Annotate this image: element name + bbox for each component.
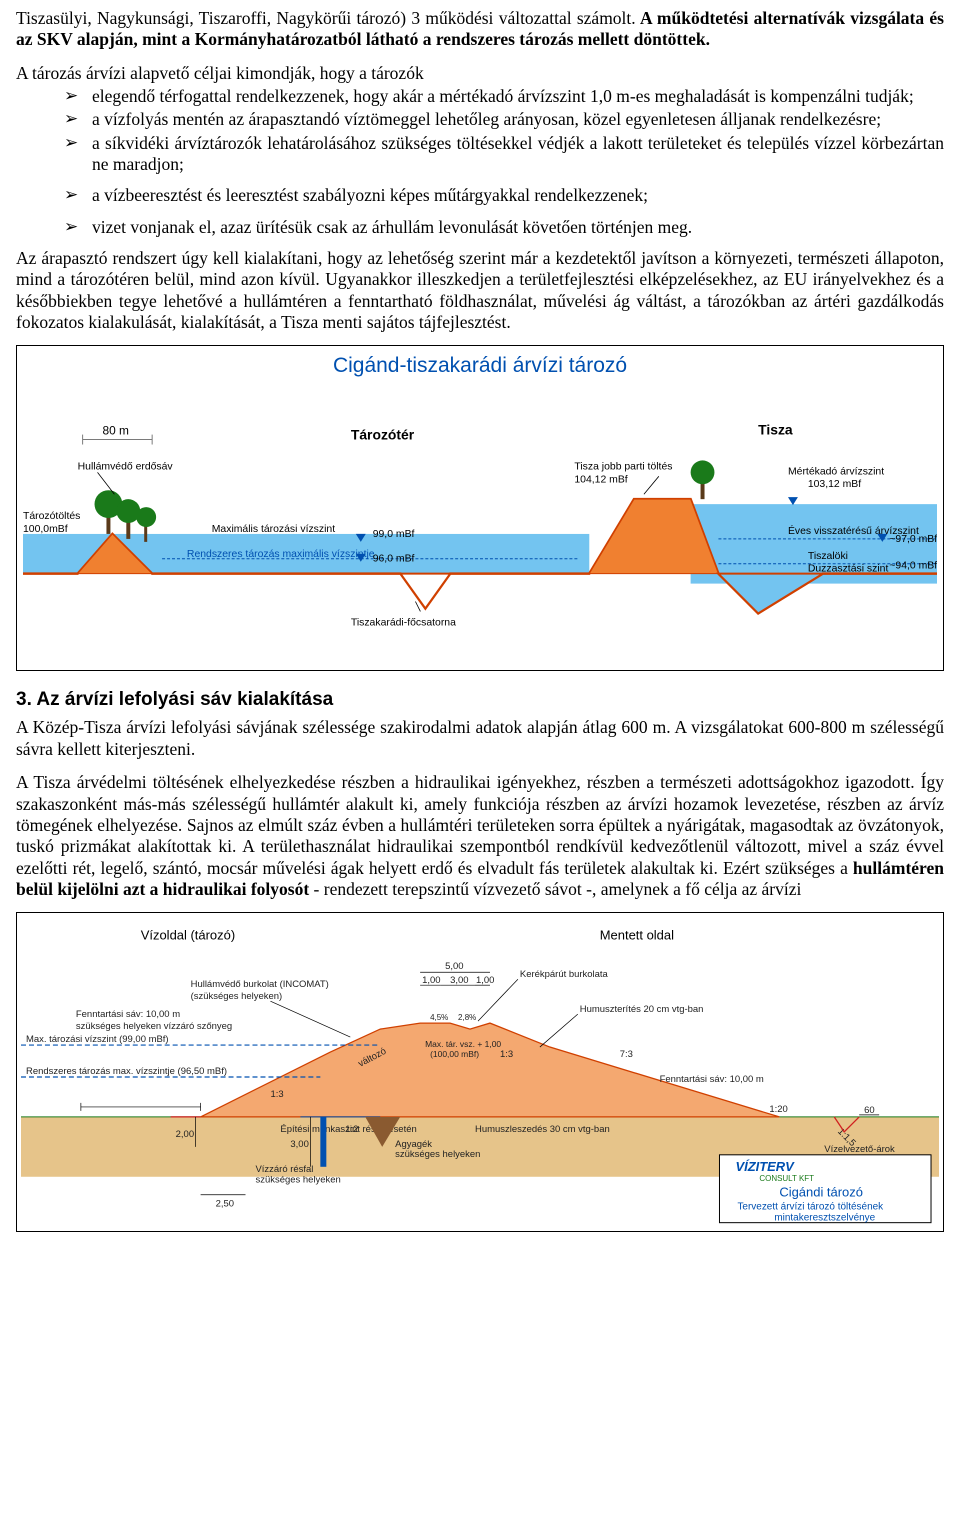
figure-cross-section: Vízoldal (tározó) Mentett oldal Max. tár… xyxy=(16,912,944,1232)
fig1-duzz: Duzzasztási szint xyxy=(808,564,889,575)
figure-reservoir-profile: Cigánd-tiszakarádi árvízi tározó 80 m Tá… xyxy=(16,345,944,671)
bullet-list-2: a vízbeeresztést és leeresztést szabályo… xyxy=(16,185,944,238)
fig1-tarozotoltes-v: 100,0mBf xyxy=(23,524,68,535)
fig1-rendsz-v: 96,0 mBf xyxy=(373,554,415,565)
fig2-vizoldal: Vízoldal (tározó) xyxy=(141,928,235,943)
fig2-73: 7:3 xyxy=(620,1049,633,1060)
bullet-list-1: elegendő térfogattal rendelkezzenek, hog… xyxy=(16,86,944,175)
fig2-rendszeres: Rendszeres tározás max. vízszintje (96,5… xyxy=(26,1066,227,1077)
sec3-p2c: - rendezett terepszintű vízvezető sávot … xyxy=(309,879,801,899)
fig2-fenntart-l: Fenntartási sáv: 10,00 m xyxy=(76,1009,180,1020)
fig1-maxtaroz: Maximális tározási vízszint xyxy=(212,524,335,535)
fig2-caption1: Cigándi tározó xyxy=(779,1185,863,1200)
fig2-vizevezetes: Vízelvezető-árok xyxy=(824,1144,895,1155)
fig2-embankment xyxy=(201,1023,780,1117)
fig2-13a: 1:3 xyxy=(270,1089,283,1100)
fig2-13b: 1:3 xyxy=(500,1049,513,1060)
sec3-p1: A Közép-Tisza árvízi lefolyási sávjának … xyxy=(16,717,944,760)
fig1-wlevel-tisza xyxy=(788,498,798,506)
fig2-kerekparut: Kerékpárút burkolata xyxy=(520,969,609,980)
fig1-tisza: Tisza xyxy=(758,422,793,438)
sec3-heading: 3. Az árvízi lefolyási sáv kialakítása xyxy=(16,689,944,711)
fig1-tarozotoltes: Tározótöltés xyxy=(23,512,80,523)
sec3-p2: A Tisza árvédelmi töltésének elhelyezked… xyxy=(16,772,944,900)
fig2-hullamvedo: Hullámvédő burkolat (INCOMAT) xyxy=(191,979,329,990)
fig2-caption2: Tervezett árvízi tározó töltésének xyxy=(737,1202,883,1213)
fig1-jobbpart-v: 104,12 mBf xyxy=(574,475,627,486)
fig1-tarozoter: Tározótér xyxy=(351,427,415,443)
fig1-svg: 80 m Tározótér Tisza xyxy=(23,384,937,664)
fig2-cutoff-wall xyxy=(320,1117,326,1167)
fig2-250: 2,50 xyxy=(216,1199,234,1210)
para1-a: Tiszasülyi, Nagykunsági, Tiszaroffi, Nag… xyxy=(16,8,636,28)
fig1-80m: 80 m xyxy=(102,424,129,438)
fig2-epitesi: Építési munkaszint résfal esetén xyxy=(280,1124,416,1135)
fig2-szuks3: szükséges helyeken xyxy=(395,1149,480,1160)
fig2-mentett: Mentett oldal xyxy=(600,928,674,943)
bullet-item: a síkvidéki árvíztározók lehatárolásához… xyxy=(64,133,944,176)
fig2-maxtar100: Max. tár. vsz. + 1,00 xyxy=(425,1039,501,1049)
fig1-mertekado: Mértékadó árvízszint xyxy=(788,467,884,478)
fig2-logo1: VÍZITERV xyxy=(735,1159,795,1174)
fig2-svg: Vízoldal (tározó) Mentett oldal Max. tár… xyxy=(21,917,939,1227)
fig1-tiszakaradi: Tiszakarádi-főcsatorna xyxy=(351,618,456,629)
bullet-item: vizet vonjanak el, azaz ürítésük csak az… xyxy=(64,217,944,238)
para2: A tározás árvízi alapvető céljai kimondj… xyxy=(16,63,944,84)
fig1-title: Cigánd-tiszakarádi árvízi tározó xyxy=(23,354,937,378)
para3: Az árapasztó rendszert úgy kell kialakít… xyxy=(16,248,944,333)
fig2-szuks2: szükséges helyeken xyxy=(255,1175,340,1186)
bullet-item: a vízbeeresztést és leeresztést szabályo… xyxy=(64,185,944,206)
fig2-100a: 1,00 xyxy=(422,975,440,986)
fig2-45: 4,5% xyxy=(430,1013,448,1022)
fig1-tree-right xyxy=(691,461,715,500)
fig2-300b: 3,00 xyxy=(290,1139,308,1150)
fig2-300: 3,00 xyxy=(450,975,468,986)
fig2-100b: 1,00 xyxy=(476,975,494,986)
bullet-item: a vízfolyás mentén az árapasztandó víztö… xyxy=(64,109,944,130)
fig2-logo2: CONSULT KFT xyxy=(759,1174,814,1183)
fig2-fenntart-r: Fenntartási sáv: 10,00 m xyxy=(660,1074,764,1085)
fig2-szonyeg: szükséges helyeken vízzáró szőnyeg xyxy=(76,1021,232,1032)
fig2-vizzaro: Vízzáró résfal xyxy=(255,1164,313,1175)
fig1-maxtaroz-v: 99,0 mBf xyxy=(373,529,415,540)
fig1-hullamvedo: Hullámvédő erdősáv xyxy=(78,462,174,473)
fig1-mertekado-v: 103,12 mBf xyxy=(808,480,861,491)
fig1-jobbpart: Tisza jobb parti töltés xyxy=(574,462,672,473)
para1: Tiszasülyi, Nagykunsági, Tiszaroffi, Nag… xyxy=(16,8,944,51)
fig1-duzz-v: ~94,0 mBf xyxy=(889,561,937,572)
fig2-humusz20: Humuszterítés 20 cm vtg-ban xyxy=(580,1004,704,1015)
fig2-10000: (100,00 mBf) xyxy=(430,1049,479,1059)
sec3-p2a: A Tisza árvédelmi töltésének elhelyezked… xyxy=(16,772,944,877)
fig2-200: 2,00 xyxy=(176,1129,194,1140)
fig2-maxtaroz: Max. tározási vízszint (99,00 mBf) xyxy=(26,1034,169,1045)
fig2-120: 1:20 xyxy=(769,1104,787,1115)
fig1-tiszaloki: Tiszalöki xyxy=(808,551,848,562)
bullet-item: elegendő térfogattal rendelkezzenek, hog… xyxy=(64,86,944,107)
fig1-riverbed xyxy=(718,574,822,614)
fig1-rendsz: Rendszeres tározás maximális vízszintje xyxy=(187,549,375,560)
fig1-eves-v: ~97,0 mBf xyxy=(889,534,937,545)
fig2-60: 60 xyxy=(864,1105,875,1116)
fig2-500: 5,00 xyxy=(445,961,463,972)
fig2-28: 2,8% xyxy=(458,1013,476,1022)
fig2-humusz30: Humuszleszedés 30 cm vtg-ban xyxy=(475,1124,610,1135)
fig2-szukseges: (szükséges helyeken) xyxy=(191,991,283,1002)
fig2-caption3: mintakeresztszelvénye xyxy=(774,1213,875,1224)
fig1-canal-dip xyxy=(401,574,451,609)
